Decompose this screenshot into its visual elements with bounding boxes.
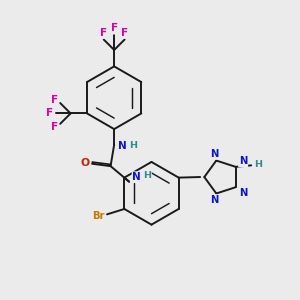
Text: F: F xyxy=(100,28,107,38)
Text: N: N xyxy=(239,188,247,198)
Text: H: H xyxy=(254,160,262,169)
Text: N: N xyxy=(211,149,219,159)
Text: Br: Br xyxy=(92,211,105,221)
Text: F: F xyxy=(111,23,118,34)
Text: N: N xyxy=(118,141,127,151)
Text: N: N xyxy=(239,157,247,166)
Text: F: F xyxy=(46,108,53,118)
Text: O: O xyxy=(81,158,90,168)
Text: F: F xyxy=(51,95,58,105)
Text: N: N xyxy=(211,195,219,205)
Text: N: N xyxy=(133,172,141,182)
Text: H: H xyxy=(129,141,137,150)
Text: F: F xyxy=(51,122,58,132)
Text: H: H xyxy=(143,171,151,180)
Text: F: F xyxy=(121,28,128,38)
